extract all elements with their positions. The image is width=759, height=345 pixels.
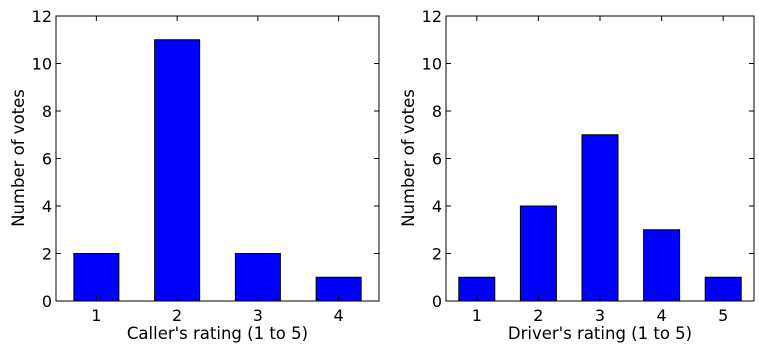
bar-2 xyxy=(154,39,201,302)
y-tick-label: 6 xyxy=(432,150,442,169)
y-axis-label: Number of votes xyxy=(399,89,418,227)
x-tick-label: 5 xyxy=(718,306,728,325)
y-tick-label: 8 xyxy=(42,102,52,121)
y-tick-label: 12 xyxy=(422,7,442,26)
bar-3 xyxy=(581,134,619,302)
x-tick-label: 3 xyxy=(253,306,263,325)
x-tick-label: 4 xyxy=(657,306,667,325)
y-tick-label: 2 xyxy=(432,245,442,264)
y-tick-label: 8 xyxy=(432,102,442,121)
y-tick-label: 10 xyxy=(32,55,52,74)
x-tick-label: 2 xyxy=(533,306,543,325)
x-tick-label: 1 xyxy=(91,306,101,325)
y-tick-label: 2 xyxy=(42,245,52,264)
bar-3 xyxy=(234,253,281,302)
x-axis-label: Caller's rating (1 to 5) xyxy=(127,324,308,343)
y-tick-label: 12 xyxy=(32,7,52,26)
x-tick-label: 3 xyxy=(595,306,605,325)
bar-4 xyxy=(643,229,681,302)
bar-2 xyxy=(519,205,557,302)
bar-1 xyxy=(73,253,120,302)
y-tick-label: 0 xyxy=(432,292,442,311)
x-axis-label: Driver's rating (1 to 5) xyxy=(508,324,692,343)
y-tick-label: 6 xyxy=(42,150,52,169)
y-tick-label: 4 xyxy=(432,197,442,216)
y-tick-label: 0 xyxy=(42,292,52,311)
y-tick-label: 10 xyxy=(422,55,442,74)
x-tick-label: 2 xyxy=(172,306,182,325)
y-tick-label: 4 xyxy=(42,197,52,216)
y-axis-label: Number of votes xyxy=(9,89,28,227)
x-tick-label: 1 xyxy=(472,306,482,325)
x-tick-label: 4 xyxy=(334,306,344,325)
